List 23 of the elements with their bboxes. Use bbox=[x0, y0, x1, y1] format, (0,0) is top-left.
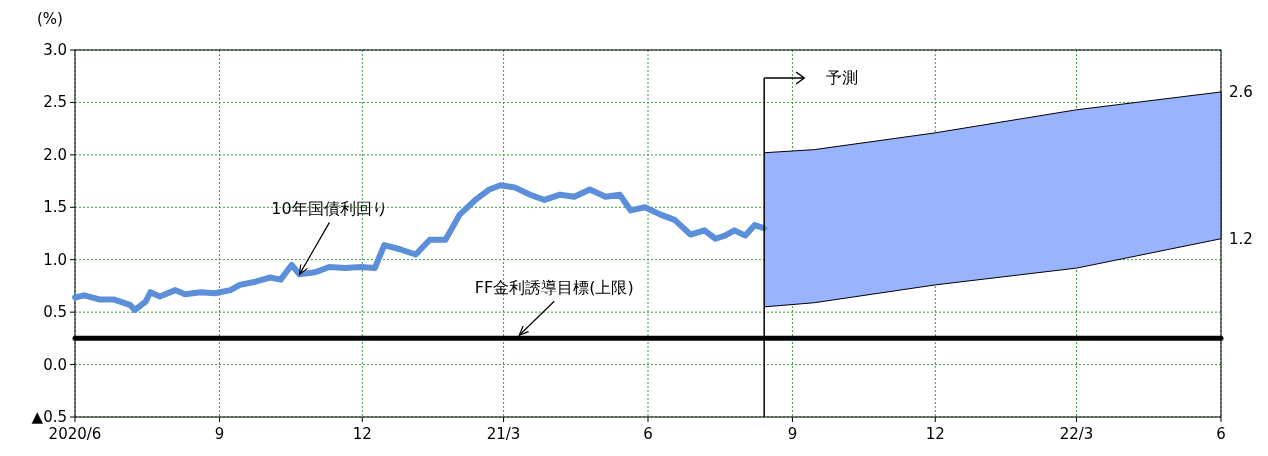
x-tick-label: 9 bbox=[214, 425, 225, 443]
annotation: 2.6 bbox=[1229, 82, 1253, 101]
annotation: 1.2 bbox=[1229, 229, 1253, 248]
y-axis-title: (%) bbox=[37, 10, 63, 28]
x-tick-label: 12 bbox=[352, 425, 372, 443]
y-tick-label: 1.0 bbox=[43, 250, 67, 269]
annotation: FF金利誘導目標(上限) bbox=[474, 278, 634, 298]
x-tick-label: 21/3 bbox=[486, 425, 521, 443]
annotation: 10年国債利回り bbox=[271, 199, 388, 219]
x-tick-label: 22/3 bbox=[1059, 425, 1094, 443]
y-tick-label: 0.0 bbox=[43, 355, 67, 374]
y-tick-label: 0.5 bbox=[43, 303, 67, 322]
y-tick-label: 2.0 bbox=[43, 145, 67, 164]
x-tick-label: 2020/6 bbox=[48, 425, 102, 443]
y-tick-label: 2.5 bbox=[43, 93, 67, 112]
y-tick-label: ▲0.5 bbox=[31, 408, 67, 426]
y-tick-label: 3.0 bbox=[43, 41, 67, 59]
x-tick-label: 6 bbox=[1216, 425, 1226, 443]
x-tick-label: 12 bbox=[925, 425, 945, 443]
x-tick-label: 9 bbox=[787, 425, 798, 443]
y-tick-label: 1.5 bbox=[43, 198, 67, 217]
ref-line-label: 予測 bbox=[826, 68, 859, 87]
x-tick-label: 6 bbox=[643, 425, 653, 443]
